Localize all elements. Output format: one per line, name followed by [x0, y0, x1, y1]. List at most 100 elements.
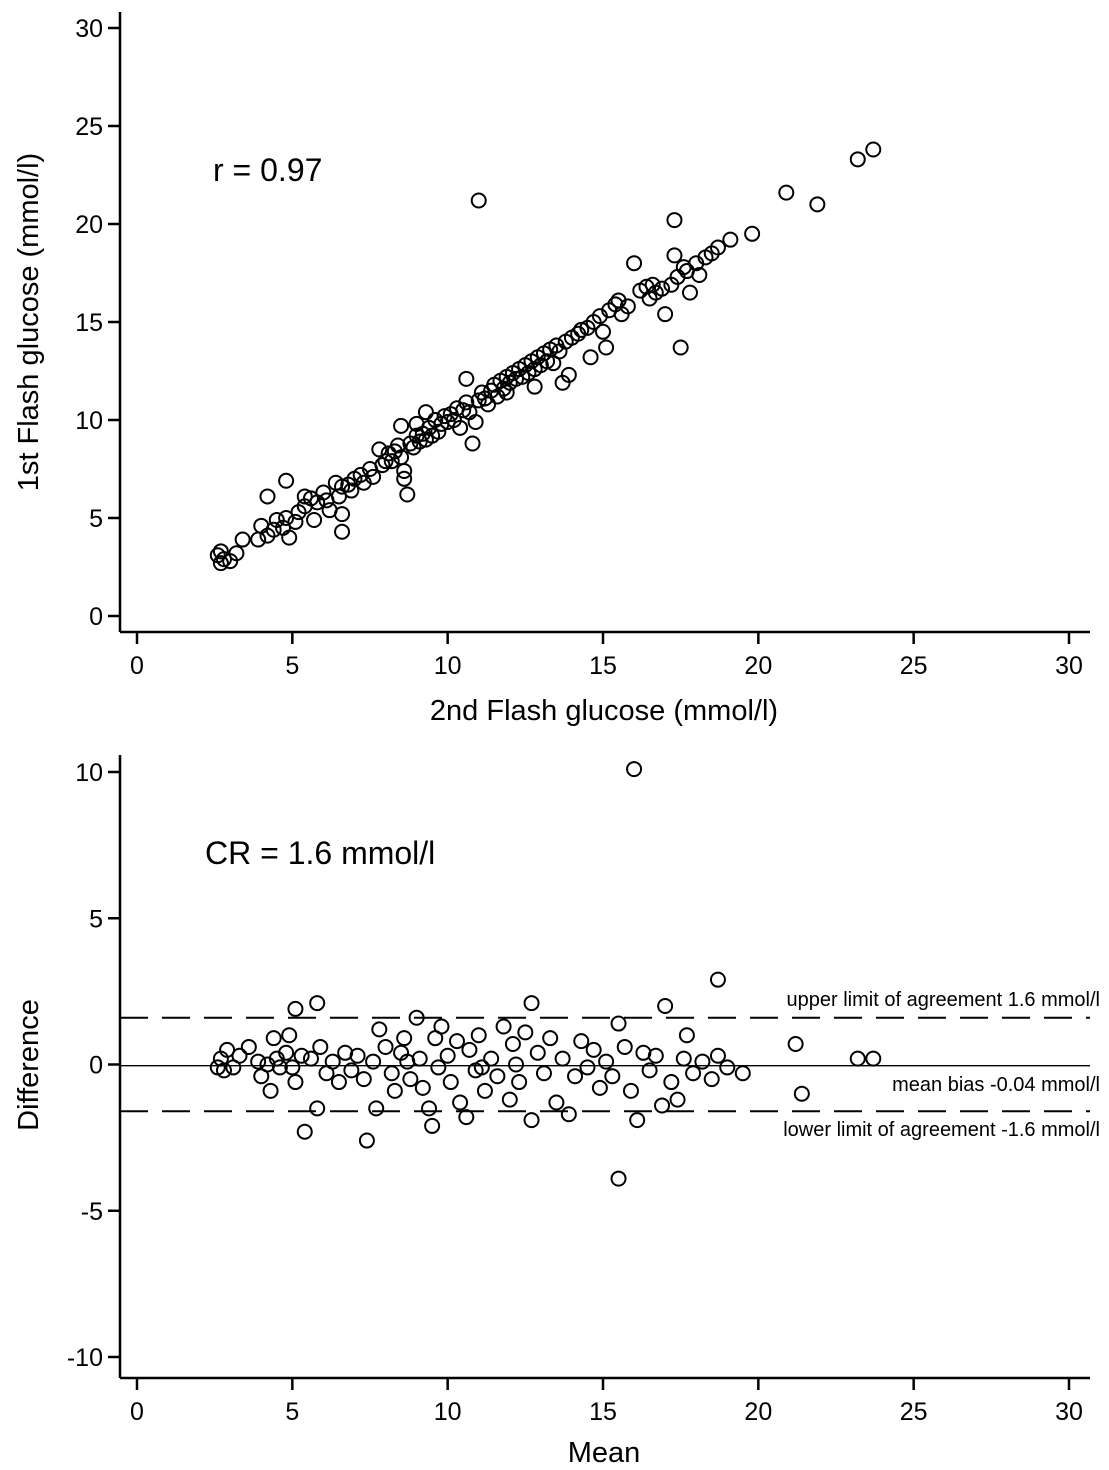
data-point [535, 1065, 552, 1082]
data-point [287, 1000, 304, 1017]
data-point [678, 1027, 695, 1044]
data-point [334, 506, 351, 523]
x-tick-label: 25 [900, 1398, 928, 1426]
x-tick-label: 5 [285, 652, 299, 680]
data-point [467, 413, 484, 430]
data-point [265, 1030, 282, 1047]
data-point [265, 521, 282, 538]
data-point [629, 1112, 646, 1129]
data-point [793, 1085, 810, 1102]
data-point [464, 435, 481, 452]
y-tick-label: 5 [89, 505, 103, 533]
lower-limit-label: lower limit of agreement -1.6 mmol/l [783, 1119, 1100, 1141]
data-point [657, 306, 674, 323]
data-point [296, 488, 313, 505]
data-point [458, 370, 475, 387]
data-point [312, 1038, 329, 1055]
data-point [377, 453, 394, 470]
data-point [619, 298, 636, 315]
reference-lines [120, 1016, 1090, 1113]
data-point [604, 1068, 621, 1085]
data-point [281, 1027, 298, 1044]
data-point [355, 1071, 372, 1088]
data-point [396, 462, 413, 479]
data-point [458, 1109, 475, 1126]
data-point [709, 239, 726, 256]
x-tick-label: 15 [589, 652, 617, 680]
data-point [567, 1068, 584, 1085]
data-point [672, 339, 689, 356]
data-point [296, 1123, 313, 1140]
data-point [399, 486, 416, 503]
data-point [476, 1082, 493, 1099]
data-point [744, 225, 761, 242]
data-point [309, 1100, 326, 1117]
data-point [424, 1117, 441, 1134]
data-point [504, 1036, 521, 1053]
data-point [654, 1097, 671, 1114]
data-point [334, 478, 351, 495]
data-point [483, 1050, 500, 1067]
y-tick-label: 0 [89, 603, 103, 631]
data-point [685, 1065, 702, 1082]
data-point [414, 1079, 431, 1096]
data-point [452, 1094, 469, 1111]
data-point [709, 971, 726, 988]
data-point [622, 1082, 639, 1099]
data-point [458, 394, 475, 411]
upper-limit-label: upper limit of agreement 1.6 mmol/l [787, 989, 1100, 1011]
data-point [470, 1027, 487, 1044]
data-point [365, 468, 382, 485]
data-point [501, 1091, 518, 1108]
data-point [309, 995, 326, 1012]
data-point [330, 488, 347, 505]
data-point [389, 437, 406, 454]
data-point [371, 1021, 388, 1038]
data-point [610, 1015, 627, 1032]
data-point [579, 1059, 596, 1076]
data-point [396, 1030, 413, 1047]
data-point [473, 1059, 490, 1076]
data-point [703, 1071, 720, 1088]
data-point [865, 1050, 882, 1067]
data-point [529, 1044, 546, 1061]
y-tick-label: 20 [75, 211, 103, 239]
y-tick-label: 25 [75, 113, 103, 141]
data-point [417, 404, 434, 421]
data-point [787, 1036, 804, 1053]
data-point [383, 1065, 400, 1082]
y-tick-label: 10 [75, 759, 103, 787]
x-tick-label: 25 [900, 652, 928, 680]
data-point [306, 511, 323, 528]
data-point [430, 1059, 447, 1076]
data-point [470, 192, 487, 209]
data-point [734, 1065, 751, 1082]
data-point [669, 1091, 686, 1108]
data-point [383, 453, 400, 470]
x-tick-label: 20 [744, 652, 772, 680]
data-point [498, 384, 515, 401]
data-point [523, 1112, 540, 1129]
data-point [560, 366, 577, 383]
data-point [709, 1047, 726, 1064]
data-point [626, 761, 643, 778]
data-point [231, 1047, 248, 1064]
y-ticks: -10 -5 0 5 10 [67, 759, 120, 1372]
data-point [849, 151, 866, 168]
data-point [302, 1050, 319, 1067]
data-point [666, 247, 683, 264]
data-point [675, 1050, 692, 1067]
data-point [402, 1071, 419, 1088]
data-point [421, 1100, 438, 1117]
data-point [287, 513, 304, 530]
mean-bias-label: mean bias -0.04 mmol/l [892, 1074, 1100, 1096]
data-point [209, 547, 226, 564]
data-point [408, 1009, 425, 1026]
data-point [644, 276, 661, 293]
data-point [722, 231, 739, 248]
data-point [595, 323, 611, 340]
data-point [439, 1047, 456, 1064]
data-point [334, 523, 351, 540]
x-tick-label: 30 [1055, 1398, 1083, 1426]
